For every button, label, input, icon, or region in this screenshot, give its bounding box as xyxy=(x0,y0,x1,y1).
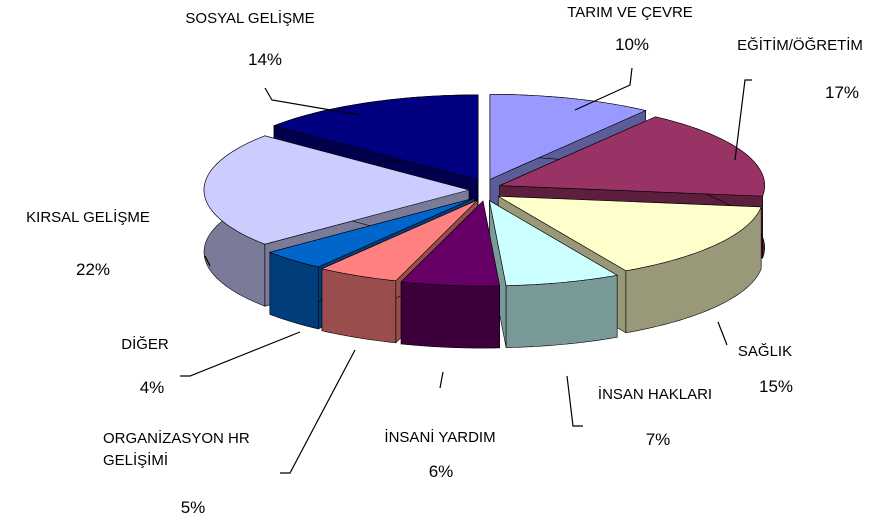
category-label: İNSANİ YARDIM xyxy=(384,429,496,446)
slice xyxy=(273,94,479,181)
value-label: 15% xyxy=(758,377,794,396)
category-label: ORGANİZASYON HR GELİŞİMİ xyxy=(103,430,250,469)
leader-line xyxy=(734,79,752,161)
leader-line xyxy=(717,321,728,346)
category-label: SOSYAL GELİŞME xyxy=(185,10,315,27)
slice xyxy=(499,116,765,197)
leader-line xyxy=(574,67,633,111)
category-label: TARIM VE ÇEVRE xyxy=(567,4,693,21)
leader-line xyxy=(264,87,361,116)
slice xyxy=(268,197,475,268)
slice-group xyxy=(489,200,618,348)
value-label: 4% xyxy=(139,378,165,397)
slice-side xyxy=(505,274,618,348)
value-label: 6% xyxy=(428,462,454,481)
leader-line xyxy=(280,349,356,474)
slice xyxy=(498,195,762,272)
category-label: SAĞLIK xyxy=(737,343,793,360)
value-label: 10% xyxy=(614,35,650,54)
value-label: 7% xyxy=(645,430,671,449)
category-label: KIRSAL GELİŞME xyxy=(26,209,150,226)
slice-group xyxy=(400,200,500,349)
value-label: 14% xyxy=(247,50,283,69)
leader-line xyxy=(566,375,583,427)
slice xyxy=(489,200,618,286)
leader-line xyxy=(180,331,301,377)
slice xyxy=(489,94,647,180)
leader-line xyxy=(439,371,444,389)
slice xyxy=(400,200,500,287)
category-label: EĞİTİM/ÖĞRETİM xyxy=(737,37,863,54)
slices xyxy=(203,94,765,349)
slice xyxy=(203,135,471,245)
value-label: 22% xyxy=(75,260,111,279)
leader-lines xyxy=(180,67,752,474)
slice xyxy=(321,199,478,282)
leader-line xyxy=(204,255,211,267)
slice-side xyxy=(400,281,500,349)
value-label: 17% xyxy=(824,83,860,102)
category-label: İNSAN HAKLARI xyxy=(597,386,713,403)
category-label: DİĞER xyxy=(121,336,169,353)
value-label: 5% xyxy=(180,498,206,517)
